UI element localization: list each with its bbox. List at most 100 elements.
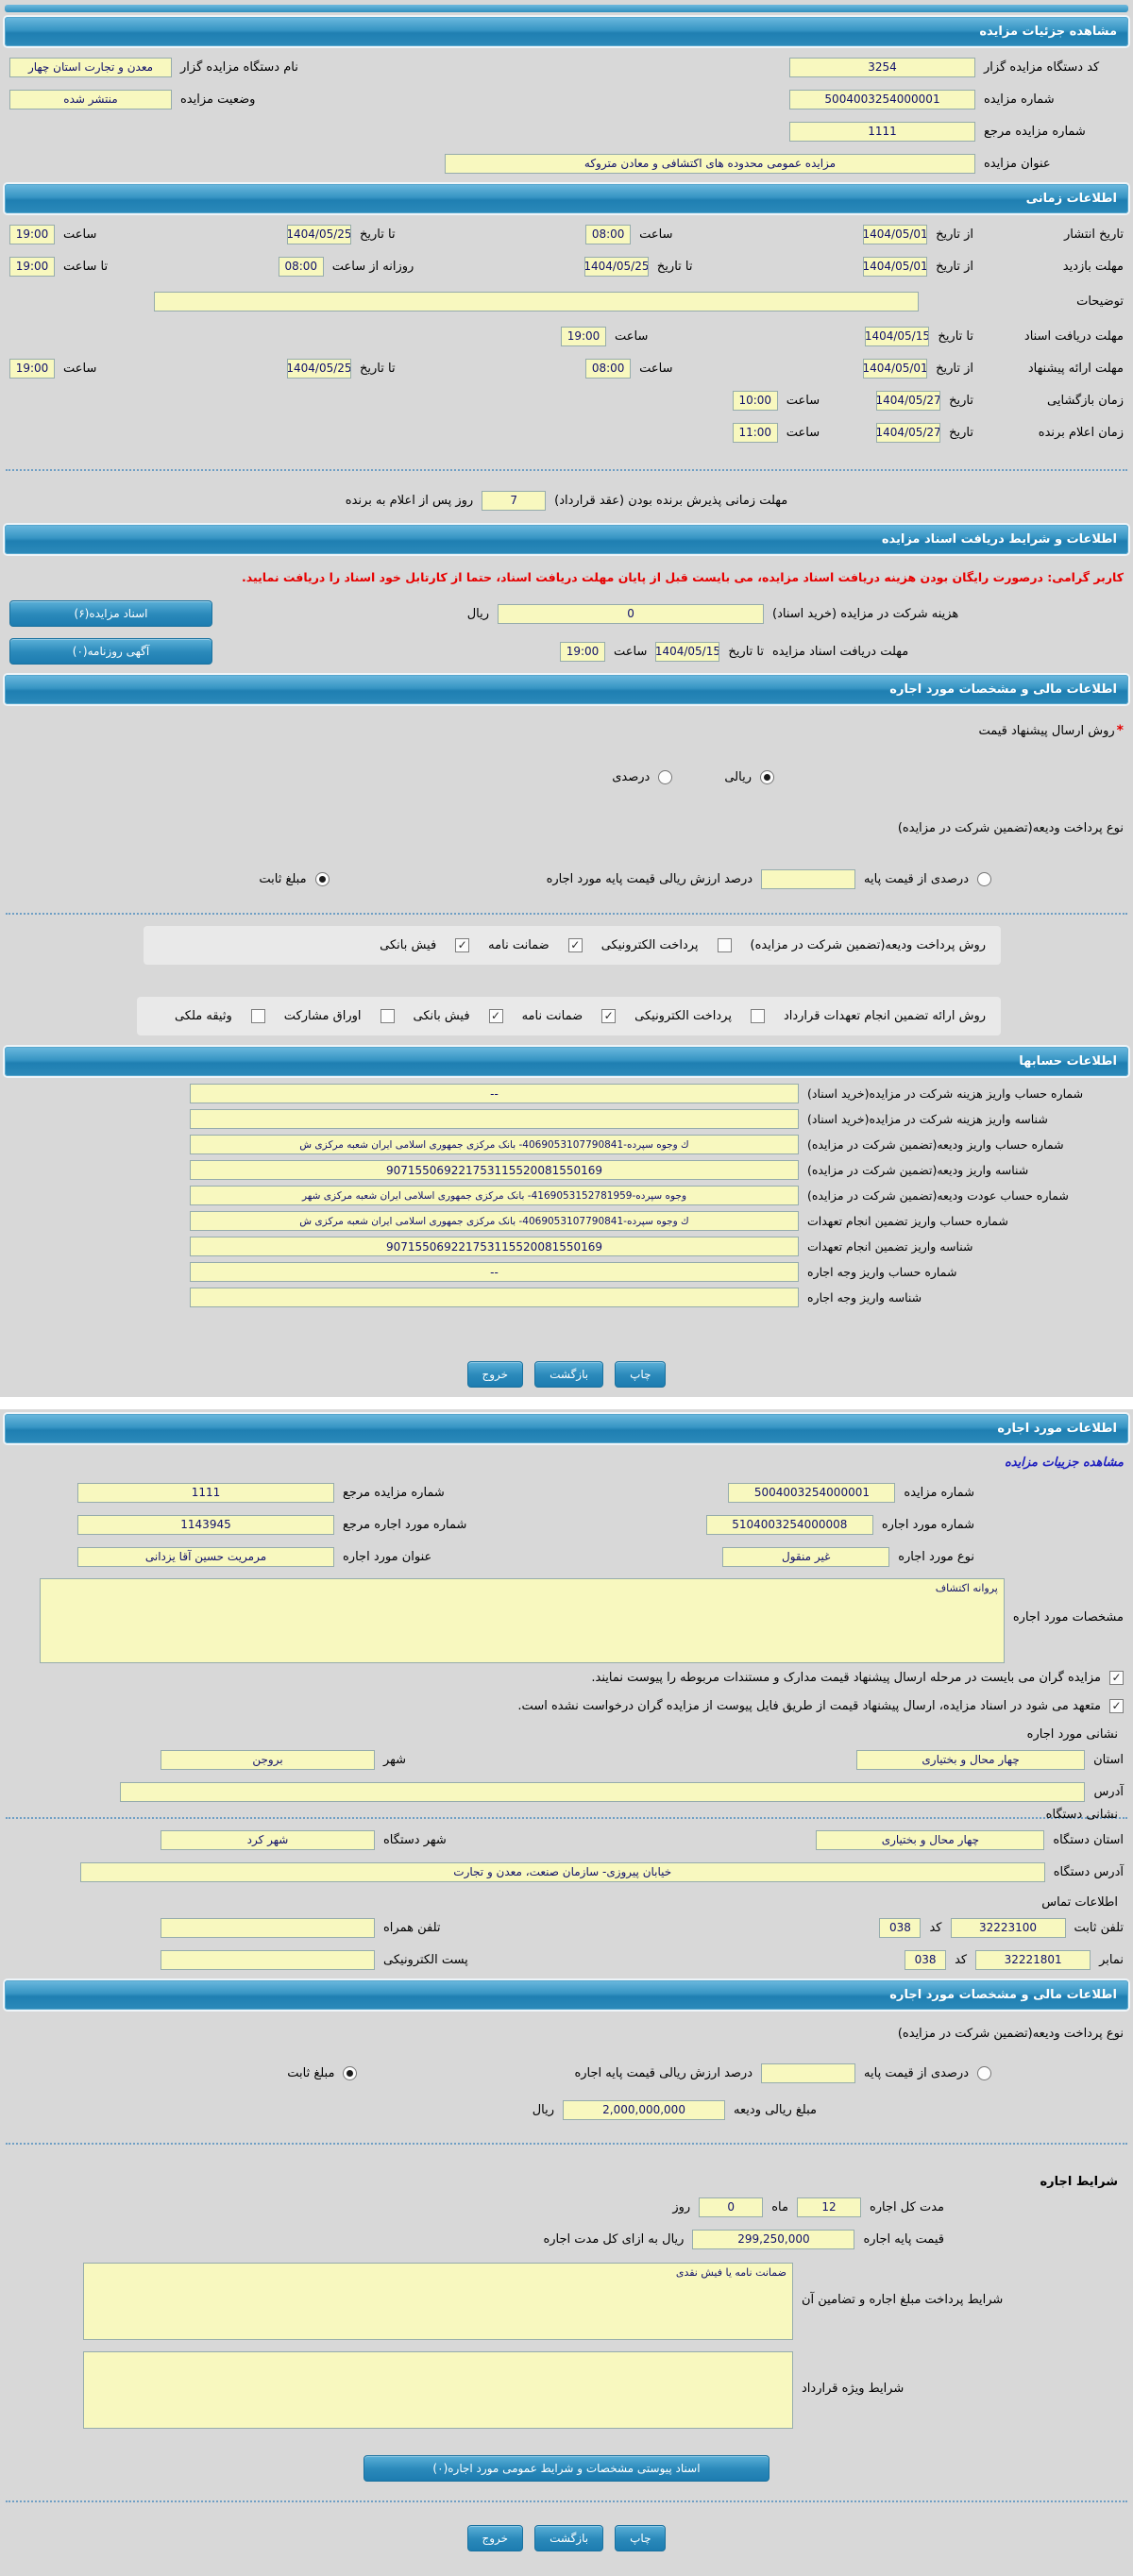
no-file-request-checkbox[interactable] (1109, 1698, 1124, 1713)
newspaper-ad-button[interactable]: آگهی روزنامه(۰) (9, 638, 212, 665)
fax-label: نمابر (1099, 1952, 1124, 1967)
account-field[interactable]: -- (190, 1084, 799, 1103)
status-field[interactable]: منتشر شده (9, 89, 172, 109)
winner-time-field[interactable]: 11:00 (732, 422, 778, 443)
description-field[interactable] (154, 291, 919, 311)
device-name-field[interactable]: معدن و تجارت استان چهار (9, 57, 172, 77)
visit-from-time-field[interactable]: 08:00 (278, 256, 324, 277)
auction-title-field[interactable]: مزایده عمومی محدوده های اکتشافی و معادن … (445, 153, 975, 174)
rental-item-type-field[interactable]: غیر منقول (722, 1546, 890, 1567)
account-row: شماره حساب واریز ودیعه(تضمین شرکت در مزا… (0, 1132, 1133, 1157)
attached-docs-button[interactable]: اسناد پیوستی مشخصات و شرایط عمومی مورد ا… (364, 2455, 769, 2482)
offer-from-date-field[interactable]: 1404/05/01 (863, 358, 928, 379)
fixed-amount-radio[interactable] (314, 871, 330, 886)
offer-to-time-field[interactable]: 19:00 (9, 358, 56, 379)
code-label: کد (955, 1952, 968, 1967)
visit-to-time-field[interactable]: 19:00 (9, 256, 56, 277)
device-city-field[interactable]: شهر کرد (161, 1829, 375, 1850)
duration-days-field[interactable]: 0 (699, 2197, 764, 2217)
fax-code-field[interactable]: 038 (905, 1949, 947, 1970)
device-address-field[interactable]: خیابان پیروزی- سازمان صنعت، معدن و تجارت (79, 1861, 1045, 1882)
opening-date-field[interactable]: 1404/05/27 (876, 390, 941, 411)
back-button[interactable]: بازگشت (534, 1361, 604, 1388)
docs-deadline2-time-field[interactable]: 19:00 (560, 641, 606, 662)
duration-months-field[interactable]: 12 (796, 2197, 861, 2217)
rial-radio[interactable] (760, 769, 774, 784)
account-field[interactable]: وجوه سپرده-4169053152781959- بانک مرکزی … (190, 1186, 799, 1205)
city-field[interactable]: بروجن (161, 1749, 375, 1770)
bank-receipt-checkbox[interactable] (455, 938, 470, 952)
rental-item-no-field[interactable]: 5104003254000008 (705, 1514, 873, 1535)
visit-from-date-field[interactable]: 1404/05/01 (863, 256, 928, 277)
bonds-checkbox[interactable] (380, 1009, 395, 1023)
visit-to-date-field[interactable]: 1404/05/25 (583, 256, 649, 277)
offer-to-date-field[interactable]: 1404/05/25 (286, 358, 351, 379)
publish-from-date-field[interactable]: 1404/05/01 (863, 224, 928, 244)
payment-terms-textarea[interactable]: ضمانت نامه یا فیش نقدی (83, 2263, 793, 2340)
ref-no-field[interactable]: 1111 (789, 121, 975, 142)
account-field[interactable] (190, 1109, 799, 1129)
view-auction-details-link[interactable]: مشاهده جزییات مزایده (1004, 1455, 1124, 1470)
attach-docs-checkbox[interactable] (1109, 1670, 1124, 1685)
accept-days-field[interactable]: 7 (482, 490, 547, 511)
epay-checkbox[interactable] (717, 938, 732, 952)
special-terms-textarea[interactable] (83, 2351, 793, 2429)
auction-docs-button[interactable]: اسناد مزایده(۶) (9, 600, 212, 627)
contract-guarantee-checkbox[interactable] (601, 1009, 617, 1023)
base-price-field[interactable]: 299,250,000 (692, 2229, 855, 2249)
deposit-amount-field[interactable]: 2,000,000,000 (563, 2099, 726, 2120)
account-row: شماره حساب واریز هزینه شرکت در مزایده(خر… (0, 1081, 1133, 1106)
publish-to-time-field[interactable]: 19:00 (9, 224, 56, 244)
rial-label: ریال (466, 606, 489, 621)
percent-of-base-field[interactable] (761, 868, 856, 889)
docs-fee-field[interactable]: 0 (498, 603, 764, 624)
percent-of-base-radio-2[interactable] (977, 2065, 991, 2080)
account-field[interactable]: ك وجوه سپرده-4069053107790841- بانک مرکز… (190, 1135, 799, 1154)
percent-of-base-radio[interactable] (977, 871, 991, 886)
account-field[interactable]: -- (190, 1262, 799, 1282)
rental-item-name-field[interactable]: مرمریت حسین آقا یزدانی (77, 1546, 334, 1567)
row-rental-item-type: نوع مورد اجاره غیر منقول عنوان مورد اجار… (0, 1541, 1133, 1573)
print-button[interactable]: چاپ (615, 2525, 667, 2551)
address-field[interactable] (120, 1781, 1086, 1802)
contract-bank-receipt-checkbox[interactable] (488, 1009, 503, 1023)
contract-epay-checkbox[interactable] (750, 1009, 765, 1023)
guarantee-checkbox[interactable] (567, 938, 583, 952)
province-field[interactable]: چهار محال و بختیاری (856, 1749, 1086, 1770)
rental-spec-textarea[interactable]: پروانه اکتشاف (39, 1578, 1005, 1663)
device-code-field[interactable]: 3254 (789, 57, 975, 77)
device-province-field[interactable]: چهار محال و بختیاری (816, 1829, 1045, 1850)
account-label: شماره حساب واریز هزینه شرکت در مزایده(خر… (807, 1086, 1084, 1101)
exit-button[interactable]: خروج (466, 2525, 524, 2551)
rental-auction-no-field[interactable]: 5004003254000001 (728, 1482, 896, 1503)
account-field[interactable]: ك وجوه سپرده-4069053107790841- بانک مرکز… (190, 1211, 799, 1231)
fax-field[interactable]: 32221801 (975, 1949, 1091, 1970)
estate-checkbox[interactable] (250, 1009, 265, 1023)
exit-button[interactable]: خروج (466, 1361, 524, 1388)
email-field[interactable] (161, 1949, 375, 1970)
date-label: تاریخ (949, 393, 973, 408)
percent-radio[interactable] (658, 769, 673, 784)
rental-item-ref-field[interactable]: 1143945 (77, 1514, 334, 1535)
publish-to-date-field[interactable]: 1404/05/25 (286, 224, 351, 244)
mobile-field[interactable] (161, 1917, 375, 1938)
send-method-label: روش ارسال پیشنهاد قیمت (978, 723, 1115, 738)
offer-from-time-field[interactable]: 08:00 (585, 358, 632, 379)
account-field[interactable] (190, 1288, 799, 1307)
publish-from-time-field[interactable]: 08:00 (585, 224, 632, 244)
docs-deadline2-date-field[interactable]: 1404/05/15 (655, 641, 720, 662)
winner-date-field[interactable]: 1404/05/27 (876, 422, 941, 443)
phone-code-field[interactable]: 038 (879, 1917, 922, 1938)
percent-of-base-field-2[interactable] (761, 2062, 856, 2083)
docs-deadline-date-field[interactable]: 1404/05/15 (865, 326, 930, 346)
back-button[interactable]: بازگشت (534, 2525, 604, 2551)
auction-no-field[interactable]: 5004003254000001 (789, 89, 975, 109)
print-button[interactable]: چاپ (615, 1361, 667, 1388)
fixed-amount-radio-2[interactable] (343, 2065, 358, 2080)
rental-auction-ref-field[interactable]: 1111 (77, 1482, 334, 1503)
docs-deadline-time-field[interactable]: 19:00 (561, 326, 607, 346)
opening-time-field[interactable]: 10:00 (732, 390, 778, 411)
phone-field[interactable]: 32223100 (950, 1917, 1066, 1938)
account-field[interactable]: 907155069221753115520081550169 (190, 1160, 799, 1180)
account-field[interactable]: 907155069221753115520081550169 (190, 1237, 799, 1256)
